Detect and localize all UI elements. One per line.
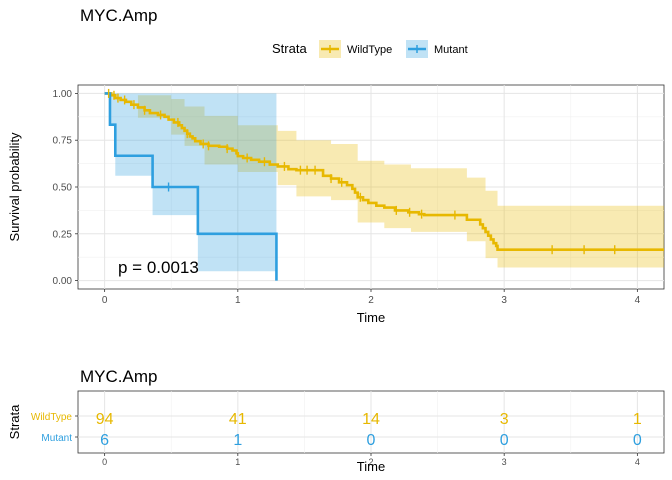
- chart-title: MYC.Amp: [80, 6, 157, 25]
- risk-table-x-tick-label: 4: [635, 457, 640, 467]
- risk-table-cell: 1: [233, 432, 242, 449]
- risk-table-panel: MYC.Amp 94 41 14 3 1 6 1 0 0 0 WildType Mutant 0 1 2…: [7, 367, 665, 474]
- risk-table-y-label: Strata: [7, 404, 22, 439]
- p-value-annotation: p = 0.0013: [118, 258, 199, 277]
- risk-table-cell: 41: [229, 411, 247, 428]
- risk-table-cells: 94 41 14 3 1 6 1 0 0 0: [96, 411, 642, 449]
- risk-table-cell: 3: [500, 411, 509, 428]
- risk-table-cell: 0: [500, 432, 509, 449]
- ci-band-wildtype: [104, 93, 665, 268]
- survival-plot-panel: p = 0.0013 0.00 0.25 0.50 0.75 1.00 0 1 2 3 4 Ti…: [7, 84, 665, 325]
- risk-table-x-tick-label: 1: [235, 457, 240, 467]
- x-tick-label: 4: [635, 295, 641, 306]
- grid: [78, 85, 664, 289]
- ci-band-mutant: [104, 93, 277, 272]
- x-tick-label: 1: [235, 295, 241, 306]
- y-tick-label: 0.25: [53, 229, 73, 240]
- risk-table-cell: 94: [96, 411, 114, 428]
- risk-table-x-tick-label: 2: [368, 457, 373, 467]
- legend-item-wildtype: WildType: [319, 40, 392, 58]
- confidence-bands: [104, 93, 665, 272]
- y-axis-label: Survival probability: [7, 132, 22, 242]
- x-axis-ticks: 0 1 2 3 4: [102, 289, 641, 306]
- risk-table-grid: [78, 391, 664, 453]
- y-tick-label: 0.75: [53, 136, 73, 147]
- risk-table-cell: 0: [633, 432, 642, 449]
- legend: Strata WildType Mutant: [272, 40, 468, 58]
- x-tick-label: 3: [501, 295, 507, 306]
- y-tick-label: 0.00: [53, 276, 73, 287]
- y-tick-label: 0.50: [53, 183, 73, 194]
- risk-table-cell: 0: [367, 432, 376, 449]
- risk-table-cell: 1: [633, 411, 642, 428]
- y-tick-label: 1.00: [53, 89, 73, 100]
- risk-table-x-tick-label: 3: [502, 457, 507, 467]
- risk-table-title: MYC.Amp: [80, 367, 157, 386]
- legend-label-wildtype: WildType: [347, 44, 392, 56]
- censor-marks: [107, 88, 616, 255]
- risk-table-cell: 14: [362, 411, 380, 428]
- legend-title: Strata: [272, 41, 307, 56]
- survival-curve-mutant: [104, 92, 278, 281]
- risk-table-x-tick-label: 0: [102, 457, 107, 467]
- risk-table-cell: 6: [100, 432, 109, 449]
- risk-table-row-label: WildType: [31, 412, 73, 423]
- x-tick-label: 2: [368, 295, 374, 306]
- legend-item-mutant: Mutant: [406, 40, 468, 58]
- risk-table-row-label: Mutant: [41, 433, 72, 444]
- x-tick-label: 0: [102, 295, 108, 306]
- x-axis-label: Time: [357, 310, 385, 325]
- y-axis-ticks: 0.00 0.25 0.50 0.75 1.00: [53, 89, 78, 287]
- legend-label-mutant: Mutant: [434, 44, 468, 56]
- risk-table-row-labels: WildType Mutant: [31, 412, 78, 444]
- risk-table-x-ticks: 0 1 2 3 4: [102, 453, 640, 467]
- risk-table-x-label: Time: [357, 459, 385, 474]
